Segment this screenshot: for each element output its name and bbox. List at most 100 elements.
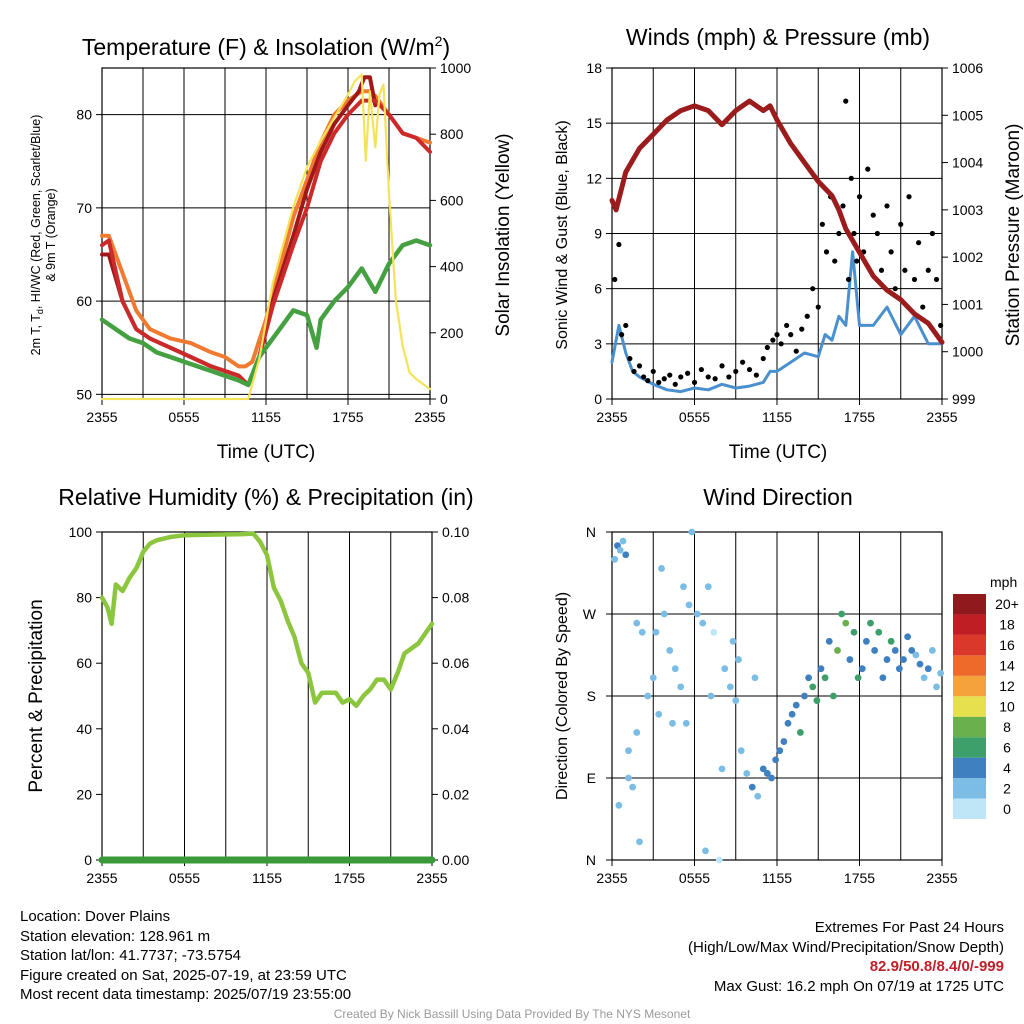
direction-point	[759, 765, 767, 773]
direction-point	[784, 719, 792, 727]
gust-point	[661, 376, 667, 382]
direction-point	[900, 656, 907, 663]
gust-point	[815, 304, 821, 310]
direction-point	[660, 610, 668, 618]
legend-label: 10	[999, 699, 1015, 715]
direction-point	[883, 656, 891, 663]
x-tick-label: 1755	[844, 870, 875, 886]
gust-point	[623, 322, 629, 329]
gust-point	[685, 370, 691, 376]
legend-label: 6	[1003, 739, 1011, 755]
x-tick-label: 0555	[679, 870, 710, 886]
direction-point	[908, 647, 916, 654]
legend-swatch	[953, 594, 986, 615]
station-location: Location: Dover Plains	[20, 908, 171, 925]
gust-point	[911, 276, 918, 283]
gust-point	[656, 379, 662, 386]
gust-point	[719, 363, 725, 369]
direction-point	[792, 701, 800, 709]
direction-point	[858, 665, 866, 673]
direction-point	[682, 719, 690, 727]
temperature-xlabel: Time (UTC)	[217, 442, 316, 463]
gust-point	[764, 344, 770, 351]
gust-point	[774, 332, 780, 338]
direction-point	[629, 783, 637, 791]
gust-point	[938, 322, 944, 329]
direction-point	[805, 674, 813, 682]
direction-point	[685, 601, 693, 609]
gust-point	[856, 194, 863, 200]
direction-point	[928, 647, 936, 654]
direction-point	[825, 637, 833, 645]
direction-point	[622, 551, 630, 559]
y-tick-label: 50	[76, 386, 92, 402]
gust-point	[793, 348, 799, 354]
direction-point	[871, 647, 879, 654]
gust-point	[874, 230, 880, 237]
gust-point	[778, 341, 784, 347]
direction-point	[704, 583, 712, 591]
gust-point	[619, 332, 625, 338]
direction-point	[879, 674, 887, 682]
direction-point	[933, 683, 940, 691]
gust-point	[788, 332, 794, 338]
gust-point	[865, 166, 871, 172]
direction-point	[754, 792, 762, 800]
temperature-panel: Temperature (F) & Insolation (W/m2) 2355…	[29, 33, 514, 463]
direction-point	[838, 610, 846, 618]
gust-point	[631, 368, 637, 375]
direction-point	[688, 528, 696, 536]
direction-point	[748, 783, 756, 791]
direction-panel: Wind Direction 2355 0555 1155 1755 2355NESWN…	[554, 484, 1019, 886]
y-tick-label: 0	[594, 391, 602, 407]
direction-point	[862, 637, 870, 645]
y2-tick-label: 1003	[952, 202, 983, 218]
x-tick-label: 2355	[414, 409, 445, 425]
legend-label: 18	[999, 617, 1015, 633]
y2-tick-label: 0.04	[442, 721, 469, 737]
gust-point	[641, 374, 647, 380]
direction-point	[699, 619, 707, 627]
direction-point	[710, 628, 718, 636]
x-tick-label: 2355	[926, 870, 957, 886]
direction-point	[895, 665, 903, 673]
legend-swatch	[953, 778, 986, 799]
x-tick-label: 1155	[252, 870, 282, 886]
gust-point	[870, 212, 876, 218]
direction-point	[891, 647, 899, 654]
gust-point	[888, 249, 894, 255]
direction-point	[652, 628, 660, 636]
x-tick-label: 1755	[844, 409, 875, 425]
direction-point	[702, 847, 709, 855]
y-tick-label: 3	[594, 336, 602, 352]
x-tick-label: 2355	[596, 870, 627, 886]
direction-point	[796, 729, 804, 736]
temperature-ylabel-left: 2m T, Td, HI/WC (Red, Green, Scarlet/Blu…	[29, 115, 45, 356]
gust-point	[929, 230, 935, 237]
series-insolation	[100, 73, 432, 401]
y2-tick-label: 1006	[952, 60, 983, 76]
legend-swatch	[953, 696, 986, 717]
direction-point	[916, 660, 924, 668]
winds-title: Winds (mph) & Pressure (mb)	[626, 24, 930, 50]
gust-point	[612, 276, 618, 283]
legend-label: 16	[999, 637, 1015, 653]
x-tick-label: 0555	[679, 409, 710, 425]
legend-label: 0	[1003, 801, 1011, 817]
legend-label: 8	[1003, 719, 1011, 735]
x-tick-label: 1155	[251, 409, 281, 425]
gust-point	[925, 267, 931, 273]
gust-point	[902, 267, 908, 273]
gust-point	[616, 241, 622, 248]
gust-point	[804, 313, 810, 319]
y-tick-label: 70	[76, 200, 92, 216]
direction-point	[780, 738, 788, 745]
credit-line: Created By Nick Bassill Using Data Provi…	[333, 1007, 691, 1021]
legend-swatch	[953, 614, 986, 635]
series-humidity	[99, 531, 435, 709]
direction-point	[924, 665, 932, 673]
y-tick-label: N	[586, 524, 596, 540]
legend-label: 2	[1003, 780, 1011, 796]
series-wind	[610, 250, 944, 394]
